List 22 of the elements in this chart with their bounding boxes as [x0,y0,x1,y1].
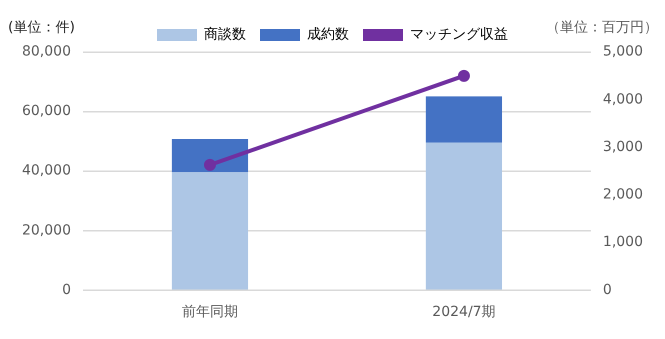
y2-axis-title: （単位：百万円） [546,20,658,36]
x-tick-label: 前年同期 [182,304,238,320]
y2-tick-label: 2,000 [602,186,644,203]
legend-label: 成約数 [307,26,349,43]
y2-tick-label: 5,000 [602,44,644,60]
legend-label: 商談数 [204,26,246,43]
y-axis-title: (単位：件) [8,20,75,36]
legend-label: マッチング収益 [410,26,508,43]
y2-tick-label: 3,000 [602,138,644,155]
y-tick-label: 40,000 [22,162,71,179]
bar [172,172,248,290]
y-tick-label: 20,000 [22,222,71,238]
bar [426,142,502,290]
bar [172,138,248,172]
y-tick-label: 60,000 [22,103,71,120]
x-tick-label: 2024/7期 [432,304,496,320]
y-tick-label: 0 [62,282,71,298]
y2-tick-label: 4,000 [602,91,644,108]
bar [426,96,502,143]
y2-tick-label: 1,000 [602,234,644,250]
y-tick-label: 80,000 [22,44,71,60]
y2-tick-label: 0 [602,282,612,298]
